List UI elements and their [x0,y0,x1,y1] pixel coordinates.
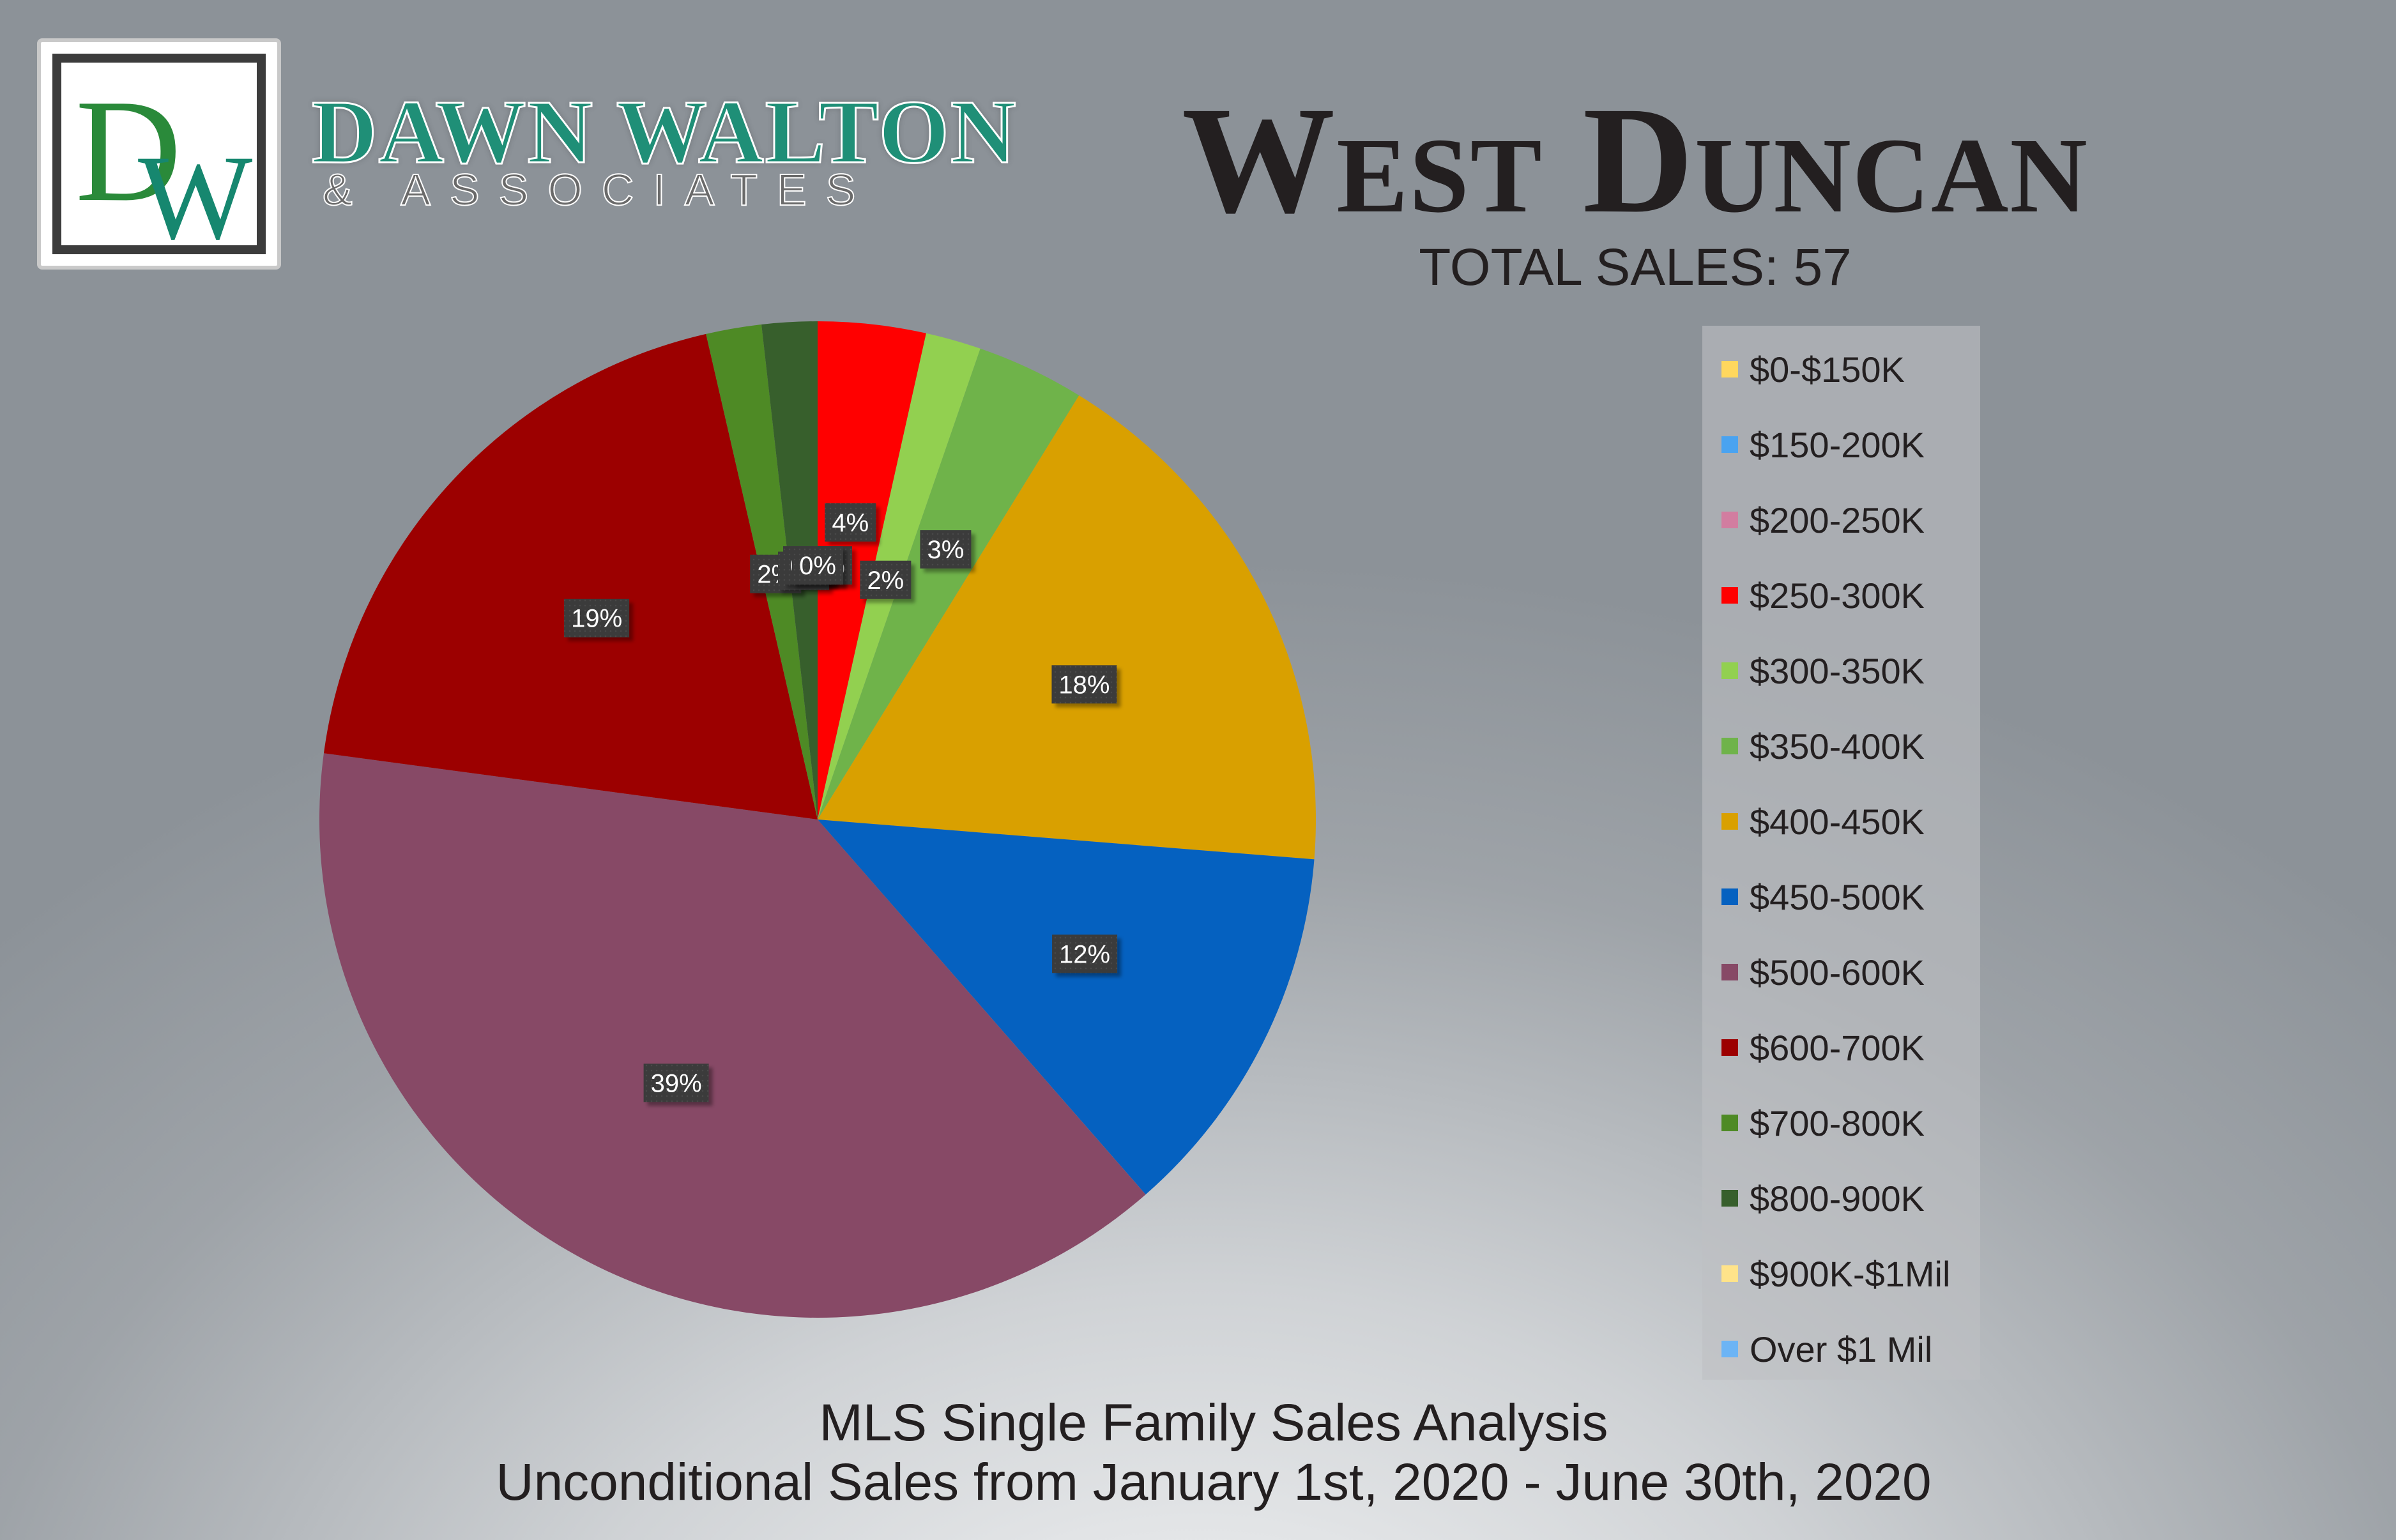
legend-swatch [1721,1190,1738,1207]
svg-text:19%: 19% [571,605,622,633]
pie-data-label: 3% [920,530,972,569]
legend-swatch [1721,738,1738,754]
logo-monogram: D W [75,69,252,253]
chart-title: West Duncan [1182,75,2089,245]
legend-label: Over $1 Mil [1750,1329,1933,1369]
legend-item: $0-$150K [1721,349,1905,390]
pie-data-label: 4% [825,503,876,542]
legend-label: $400-450K [1750,801,1925,842]
legend-swatch [1721,1115,1738,1131]
legend-item: $150-200K [1721,424,1925,465]
legend-label: $350-400K [1750,726,1925,766]
legend-item: $600-700K [1721,1027,1925,1068]
logo: D W [37,38,281,270]
pie-data-label: 39% [643,1064,709,1102]
brand-name: DAWN WALTON [311,81,1018,182]
legend-label: $150-200K [1750,424,1925,465]
legend-label: $900K-$1Mil [1750,1253,1951,1294]
legend-label: $200-250K [1750,499,1925,540]
pie-slice [818,348,1080,820]
pie-slice [319,753,1146,1318]
logo-letter-d: D [75,69,181,232]
svg-text:3%: 3% [927,536,965,564]
legend-swatch [1721,1341,1738,1357]
logo-letter-w: W [138,131,252,253]
svg-text:4%: 4% [832,509,869,537]
svg-text:2%: 2% [867,567,904,595]
legend-item: $500-600K [1721,952,1925,993]
pie-data-label: 0% [792,546,843,585]
legend: $0-$150K $150-200K $200-250K $250-300K $300-… [1702,326,1980,1380]
legend-swatch [1721,662,1738,679]
svg-text:39%: 39% [651,1069,702,1097]
legend-label: $700-800K [1750,1102,1925,1143]
pie-data-label: 2% [860,560,912,599]
legend-item: $350-400K [1721,726,1925,766]
legend-swatch [1721,964,1738,980]
legend-item: Over $1 Mil [1721,1329,1933,1369]
legend-label: $250-300K [1750,575,1925,616]
legend-swatch [1721,436,1738,453]
legend-label: $300-350K [1750,650,1925,691]
legend-item: $450-500K [1721,876,1925,917]
legend-item: $200-250K [1721,499,1925,540]
brand-subtitle: & ASSOCIATES [322,165,875,215]
legend-label: $450-500K [1750,876,1925,917]
legend-label: $0-$150K [1750,349,1905,390]
legend-swatch [1721,587,1738,604]
legend-item: $400-450K [1721,801,1925,842]
legend-label: $500-600K [1750,952,1925,993]
legend-swatch [1721,361,1738,377]
svg-text:0%: 0% [799,552,836,580]
pie-data-label: 12% [1052,934,1118,973]
svg-text:18%: 18% [1058,671,1110,699]
pie-data-labels: 0%0%0%4%2%3%18%12%39%19%2%2%0%0% [564,503,1118,1102]
footer-date-range: Unconditional Sales from January 1st, 20… [496,1453,1932,1511]
legend-item: $700-800K [1721,1102,1925,1143]
svg-text:12%: 12% [1059,940,1110,968]
pie-data-label: 19% [564,598,630,637]
legend-item: $300-350K [1721,650,1925,691]
pie-slice [323,333,818,820]
legend-swatch [1721,813,1738,830]
legend-item: $900K-$1Mil [1721,1253,1951,1294]
total-sales: TOTAL SALES: 57 [1419,238,1852,296]
legend-swatch [1721,512,1738,528]
legend-item: $800-900K [1721,1178,1925,1219]
pie-slices [319,321,1316,1318]
legend-swatch [1721,1039,1738,1056]
pie-slice [818,395,1316,860]
pie-data-label: 18% [1051,665,1117,704]
footer-title: MLS Single Family Sales Analysis [819,1394,1608,1452]
legend-label: $600-700K [1750,1027,1925,1068]
pie-slice [818,820,1315,1195]
legend-item: $250-300K [1721,575,1925,616]
legend-swatch [1721,1265,1738,1282]
logo-frame: D W [52,54,266,254]
legend-swatch [1721,888,1738,905]
legend-label: $800-900K [1750,1178,1925,1219]
